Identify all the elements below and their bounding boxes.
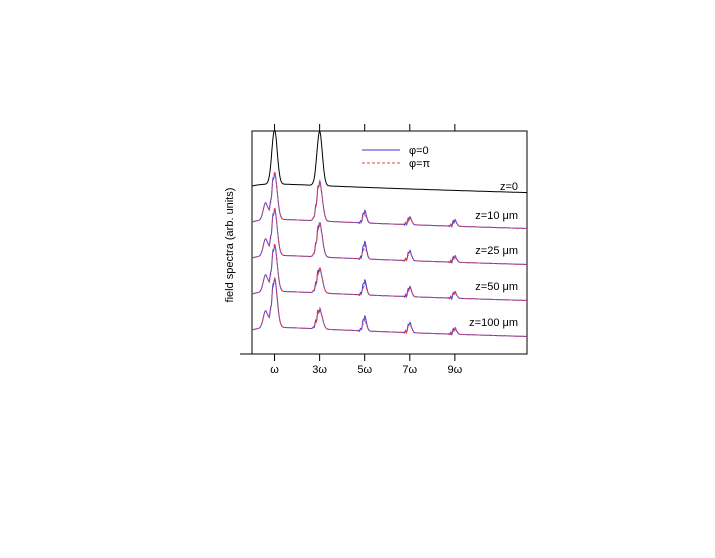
curve-label-z-10-m: z=10 μm (475, 210, 518, 222)
legend-label-phipi: φ=π (409, 158, 431, 170)
top-ticks (274, 124, 456, 131)
x-tick-label-3: 7ω (402, 364, 417, 376)
bottom-ticks (274, 354, 456, 361)
x-tick-label-1: 3ω (312, 364, 327, 376)
curve-label-z-100-m: z=100 μm (469, 317, 518, 329)
curve-z-10-m-phipi (251, 171, 527, 229)
x-tick-label-2: 5ω (357, 364, 372, 376)
curve-z-25-m-phipi (251, 207, 527, 265)
x-tick-label-4: 9ω (448, 364, 463, 376)
legend-label-phi0: φ=0 (409, 145, 429, 157)
y-axis-label: field spectra (arb. units) (224, 188, 236, 303)
curve-z-50-m-phipi (251, 243, 527, 301)
curve-labels: z=0 z=10 μm z=25 μm z=50 μm z=100 μm (469, 181, 518, 329)
x-tick-labels: ω 3ω 5ω 7ω 9ω (270, 364, 462, 376)
curve-label-z-50-m: z=50 μm (475, 281, 518, 293)
curve-label-z-0: z=0 (500, 181, 518, 193)
curve-label-z-25-m: z=25 μm (475, 245, 518, 257)
legend: φ=0 φ=π (362, 145, 431, 170)
curve-z-0 (251, 129, 527, 194)
curve-z-100-m-phipi (251, 277, 527, 337)
x-tick-label-0: ω (270, 364, 279, 376)
spectra-curves (251, 129, 527, 337)
